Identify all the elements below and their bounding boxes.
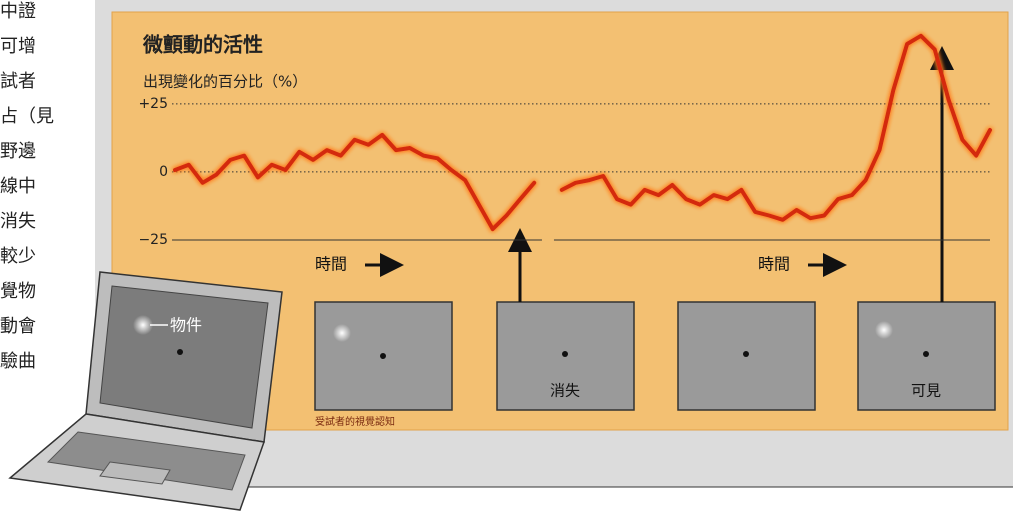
fixation bbox=[743, 351, 749, 357]
side-text: 線中 bbox=[0, 176, 36, 197]
time-label: 時間 bbox=[315, 255, 347, 274]
panel-label: 可見 bbox=[911, 382, 941, 400]
side-text: 可增 bbox=[0, 36, 36, 57]
side-text: 中證 bbox=[0, 1, 36, 22]
side-text: 占（見 bbox=[0, 106, 54, 127]
fixation bbox=[380, 353, 386, 359]
side-text: 試者 bbox=[0, 71, 36, 92]
side-text: 覺物 bbox=[0, 281, 36, 302]
fixation bbox=[923, 351, 929, 357]
y-tick-label: 0 bbox=[159, 164, 168, 180]
chart-title: 微顫動的活性 bbox=[142, 33, 263, 57]
y-axis-label: 出現變化的百分比（%） bbox=[143, 73, 307, 91]
page: 中證可增試者占（見野邊線中消失較少覺物動會驗曲 微顫動的活性 出現變化的百分比（… bbox=[0, 0, 1013, 513]
y-tick-label: −25 bbox=[138, 232, 168, 248]
figure: 中證可增試者占（見野邊線中消失較少覺物動會驗曲 微顫動的活性 出現變化的百分比（… bbox=[0, 0, 1013, 513]
perception-label: 受試者的視覺認知 bbox=[315, 415, 395, 428]
side-text: 野邊 bbox=[0, 141, 36, 162]
y-tick-label: +25 bbox=[138, 96, 168, 112]
object-label: 物件 bbox=[170, 316, 202, 335]
side-text: 較少 bbox=[0, 246, 36, 267]
side-text: 消失 bbox=[0, 211, 36, 232]
time-label: 時間 bbox=[758, 255, 790, 274]
side-text: 驗曲 bbox=[0, 351, 36, 372]
panel-label: 消失 bbox=[550, 382, 580, 400]
fixation bbox=[562, 351, 568, 357]
stimulus bbox=[333, 324, 351, 342]
stimulus bbox=[875, 321, 893, 339]
laptop bbox=[10, 272, 282, 510]
side-text: 動會 bbox=[0, 316, 36, 337]
